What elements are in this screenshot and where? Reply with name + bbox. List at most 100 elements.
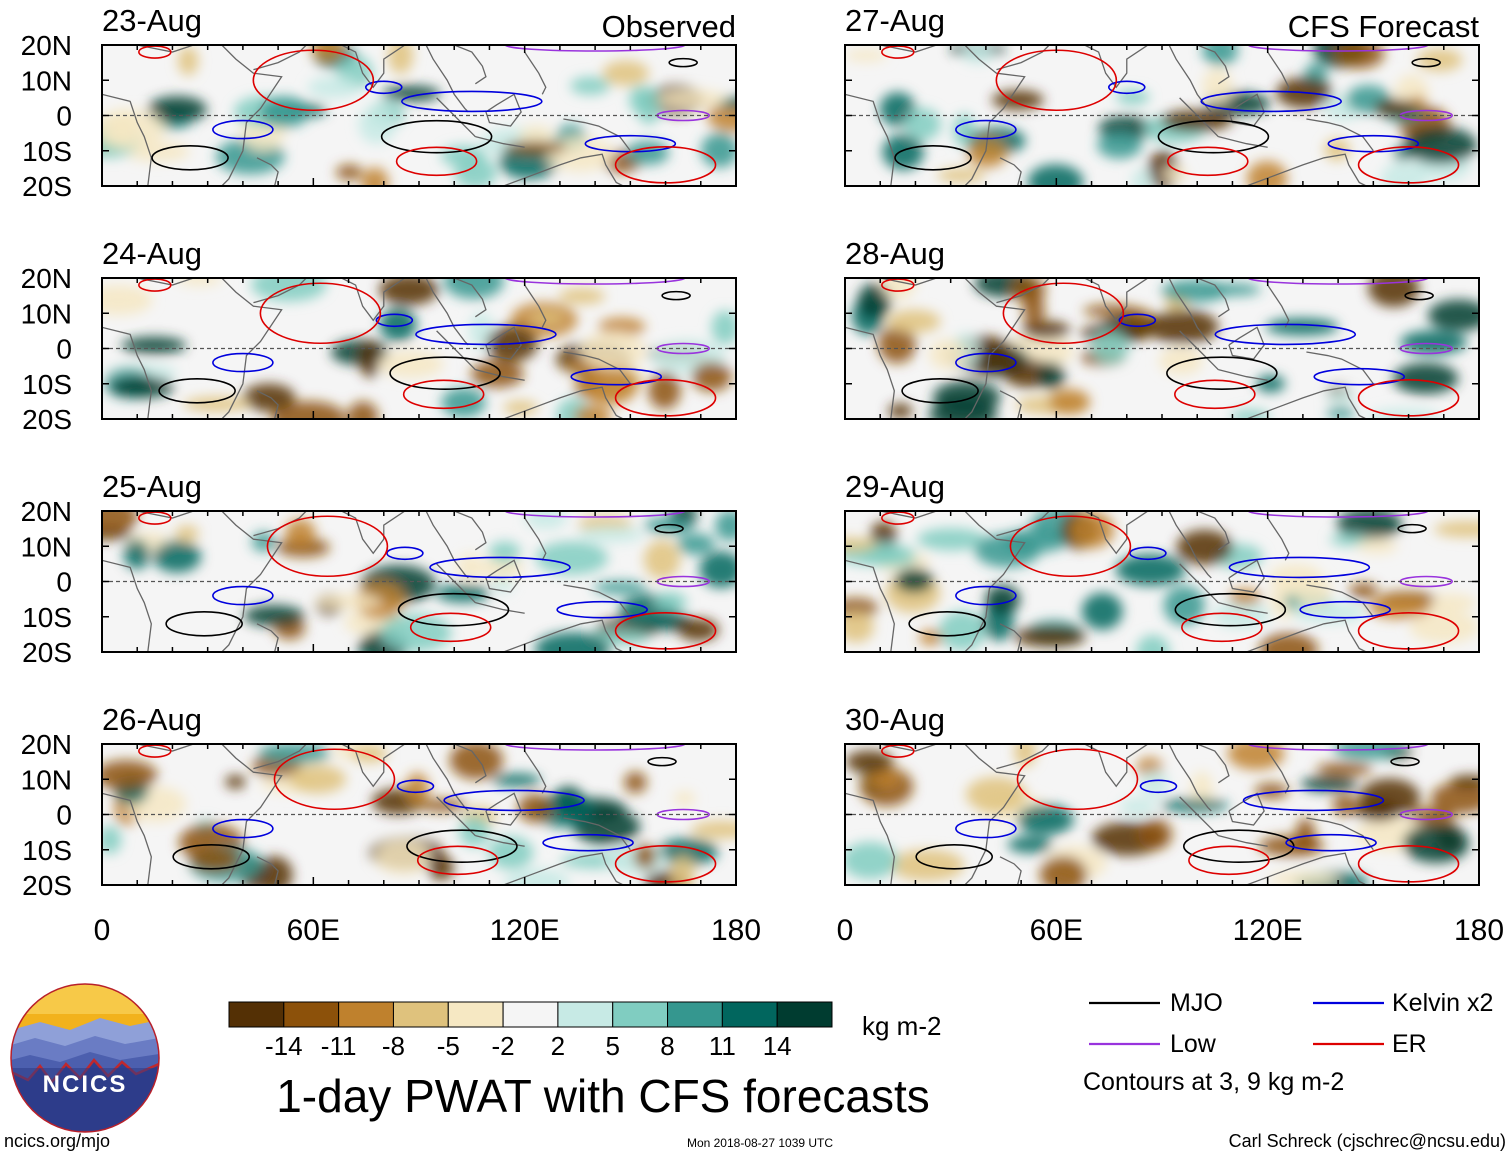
anomaly-cell bbox=[936, 168, 986, 183]
wave-contour bbox=[1397, 523, 1427, 534]
coastline bbox=[1228, 326, 1265, 360]
wave-contour bbox=[397, 592, 510, 627]
coastline bbox=[1218, 136, 1268, 148]
anomaly-cell bbox=[991, 90, 1044, 110]
wave-contour bbox=[955, 119, 1017, 140]
anomaly-cell bbox=[121, 336, 187, 355]
anomaly-cell bbox=[534, 632, 611, 652]
anomaly-cell bbox=[504, 868, 570, 885]
coastline bbox=[999, 623, 1022, 652]
wave-contour bbox=[212, 352, 274, 373]
anomaly-cell bbox=[624, 771, 647, 794]
coastline bbox=[137, 45, 283, 186]
lat-tick-label: 0 bbox=[56, 567, 72, 598]
anomaly-cell bbox=[489, 541, 521, 564]
coastline bbox=[1084, 278, 1149, 322]
anomaly-cell bbox=[1163, 166, 1188, 183]
anomaly-cell bbox=[175, 525, 199, 542]
coastline bbox=[453, 278, 487, 318]
anomaly-cell bbox=[441, 387, 486, 418]
colorbar-label: 14 bbox=[763, 1031, 792, 1061]
coastline bbox=[563, 118, 631, 152]
coastline bbox=[436, 330, 476, 371]
wave-contour bbox=[654, 523, 684, 534]
lat-tick-label: 0 bbox=[56, 101, 72, 132]
anomaly-cell bbox=[1017, 804, 1074, 835]
anomaly-cell bbox=[1409, 610, 1479, 644]
anomaly-cell bbox=[517, 793, 552, 823]
coastline bbox=[1267, 517, 1290, 561]
figure-title: 1-day PWAT with CFS forecasts bbox=[276, 1070, 930, 1122]
pwat-anomaly-field bbox=[102, 744, 736, 885]
anomaly-cell bbox=[648, 371, 681, 410]
coastline bbox=[475, 369, 525, 381]
wave-contour bbox=[1411, 57, 1441, 68]
footer-url: ncics.org/mjo bbox=[4, 1131, 110, 1151]
lat-tick-label: 20N bbox=[21, 729, 72, 760]
wave-contour bbox=[1016, 748, 1139, 811]
anomaly-cell bbox=[1039, 856, 1088, 885]
anomaly-cell bbox=[1097, 131, 1142, 159]
coastline bbox=[253, 45, 307, 71]
anomaly-cell bbox=[1137, 818, 1173, 850]
anomaly-cell bbox=[656, 838, 719, 866]
wave-contour bbox=[894, 145, 972, 171]
wave-contour bbox=[212, 585, 274, 606]
coastline bbox=[524, 284, 547, 328]
coastline bbox=[102, 326, 152, 419]
coastline bbox=[996, 744, 1050, 770]
footer-timestamp: Mon 2018-08-27 1039 UTC bbox=[687, 1136, 833, 1150]
date-label: 24-Aug bbox=[102, 236, 202, 271]
anomaly-cell bbox=[177, 46, 199, 76]
wave-contour bbox=[375, 313, 414, 328]
wave-contour bbox=[172, 843, 250, 870]
wave-contour bbox=[915, 843, 993, 870]
lat-tick-label: 10N bbox=[21, 531, 72, 562]
lon-tick-label: 120E bbox=[490, 914, 560, 947]
coastlines bbox=[845, 278, 1374, 419]
anomaly-cell bbox=[985, 584, 1021, 615]
anomaly-cell bbox=[894, 567, 934, 593]
anomaly-cell bbox=[405, 772, 430, 806]
wave-contour bbox=[364, 80, 403, 95]
wave-contour bbox=[1009, 515, 1132, 578]
anomaly-cell bbox=[711, 310, 736, 345]
coastline bbox=[845, 93, 895, 186]
wave-contour bbox=[1247, 45, 1429, 52]
anomaly-cell bbox=[147, 96, 207, 123]
date-label: 30-Aug bbox=[845, 702, 945, 737]
date-label: 28-Aug bbox=[845, 236, 945, 271]
anomaly-cell bbox=[251, 278, 327, 302]
date-label: 25-Aug bbox=[102, 469, 202, 504]
colorbar-label: 5 bbox=[605, 1031, 619, 1061]
coastline bbox=[425, 511, 469, 579]
coastline bbox=[1168, 744, 1212, 812]
anomaly-cell bbox=[503, 141, 567, 155]
coastline bbox=[485, 326, 522, 360]
anomaly-cell bbox=[1293, 574, 1332, 608]
anomaly-cell bbox=[377, 350, 444, 379]
legend-label-low: Low bbox=[1170, 1030, 1217, 1058]
lat-tick-label: 20S bbox=[22, 171, 72, 202]
wave-contour bbox=[661, 290, 691, 301]
anomaly-cell bbox=[1007, 836, 1053, 853]
anomaly-cell bbox=[1427, 299, 1479, 332]
anomaly-cell bbox=[1359, 778, 1421, 817]
anomaly-cell bbox=[1081, 592, 1123, 630]
wave-contour bbox=[406, 829, 518, 864]
coastline bbox=[1084, 511, 1149, 555]
wave-contour bbox=[1002, 282, 1125, 345]
anomaly-cell bbox=[691, 361, 732, 392]
lat-tick-label: 10N bbox=[21, 65, 72, 96]
anomaly-cell bbox=[1147, 309, 1219, 345]
coastline bbox=[1168, 511, 1212, 579]
anomaly-cell bbox=[691, 820, 736, 839]
lat-tick-label: 20S bbox=[22, 404, 72, 435]
wave-contour bbox=[212, 818, 274, 839]
coastline bbox=[341, 278, 406, 322]
wave-contours bbox=[138, 511, 717, 650]
anomaly-cell bbox=[1404, 126, 1478, 165]
colorbar-label: 8 bbox=[660, 1031, 674, 1061]
pwat-anomaly-field bbox=[102, 278, 736, 419]
